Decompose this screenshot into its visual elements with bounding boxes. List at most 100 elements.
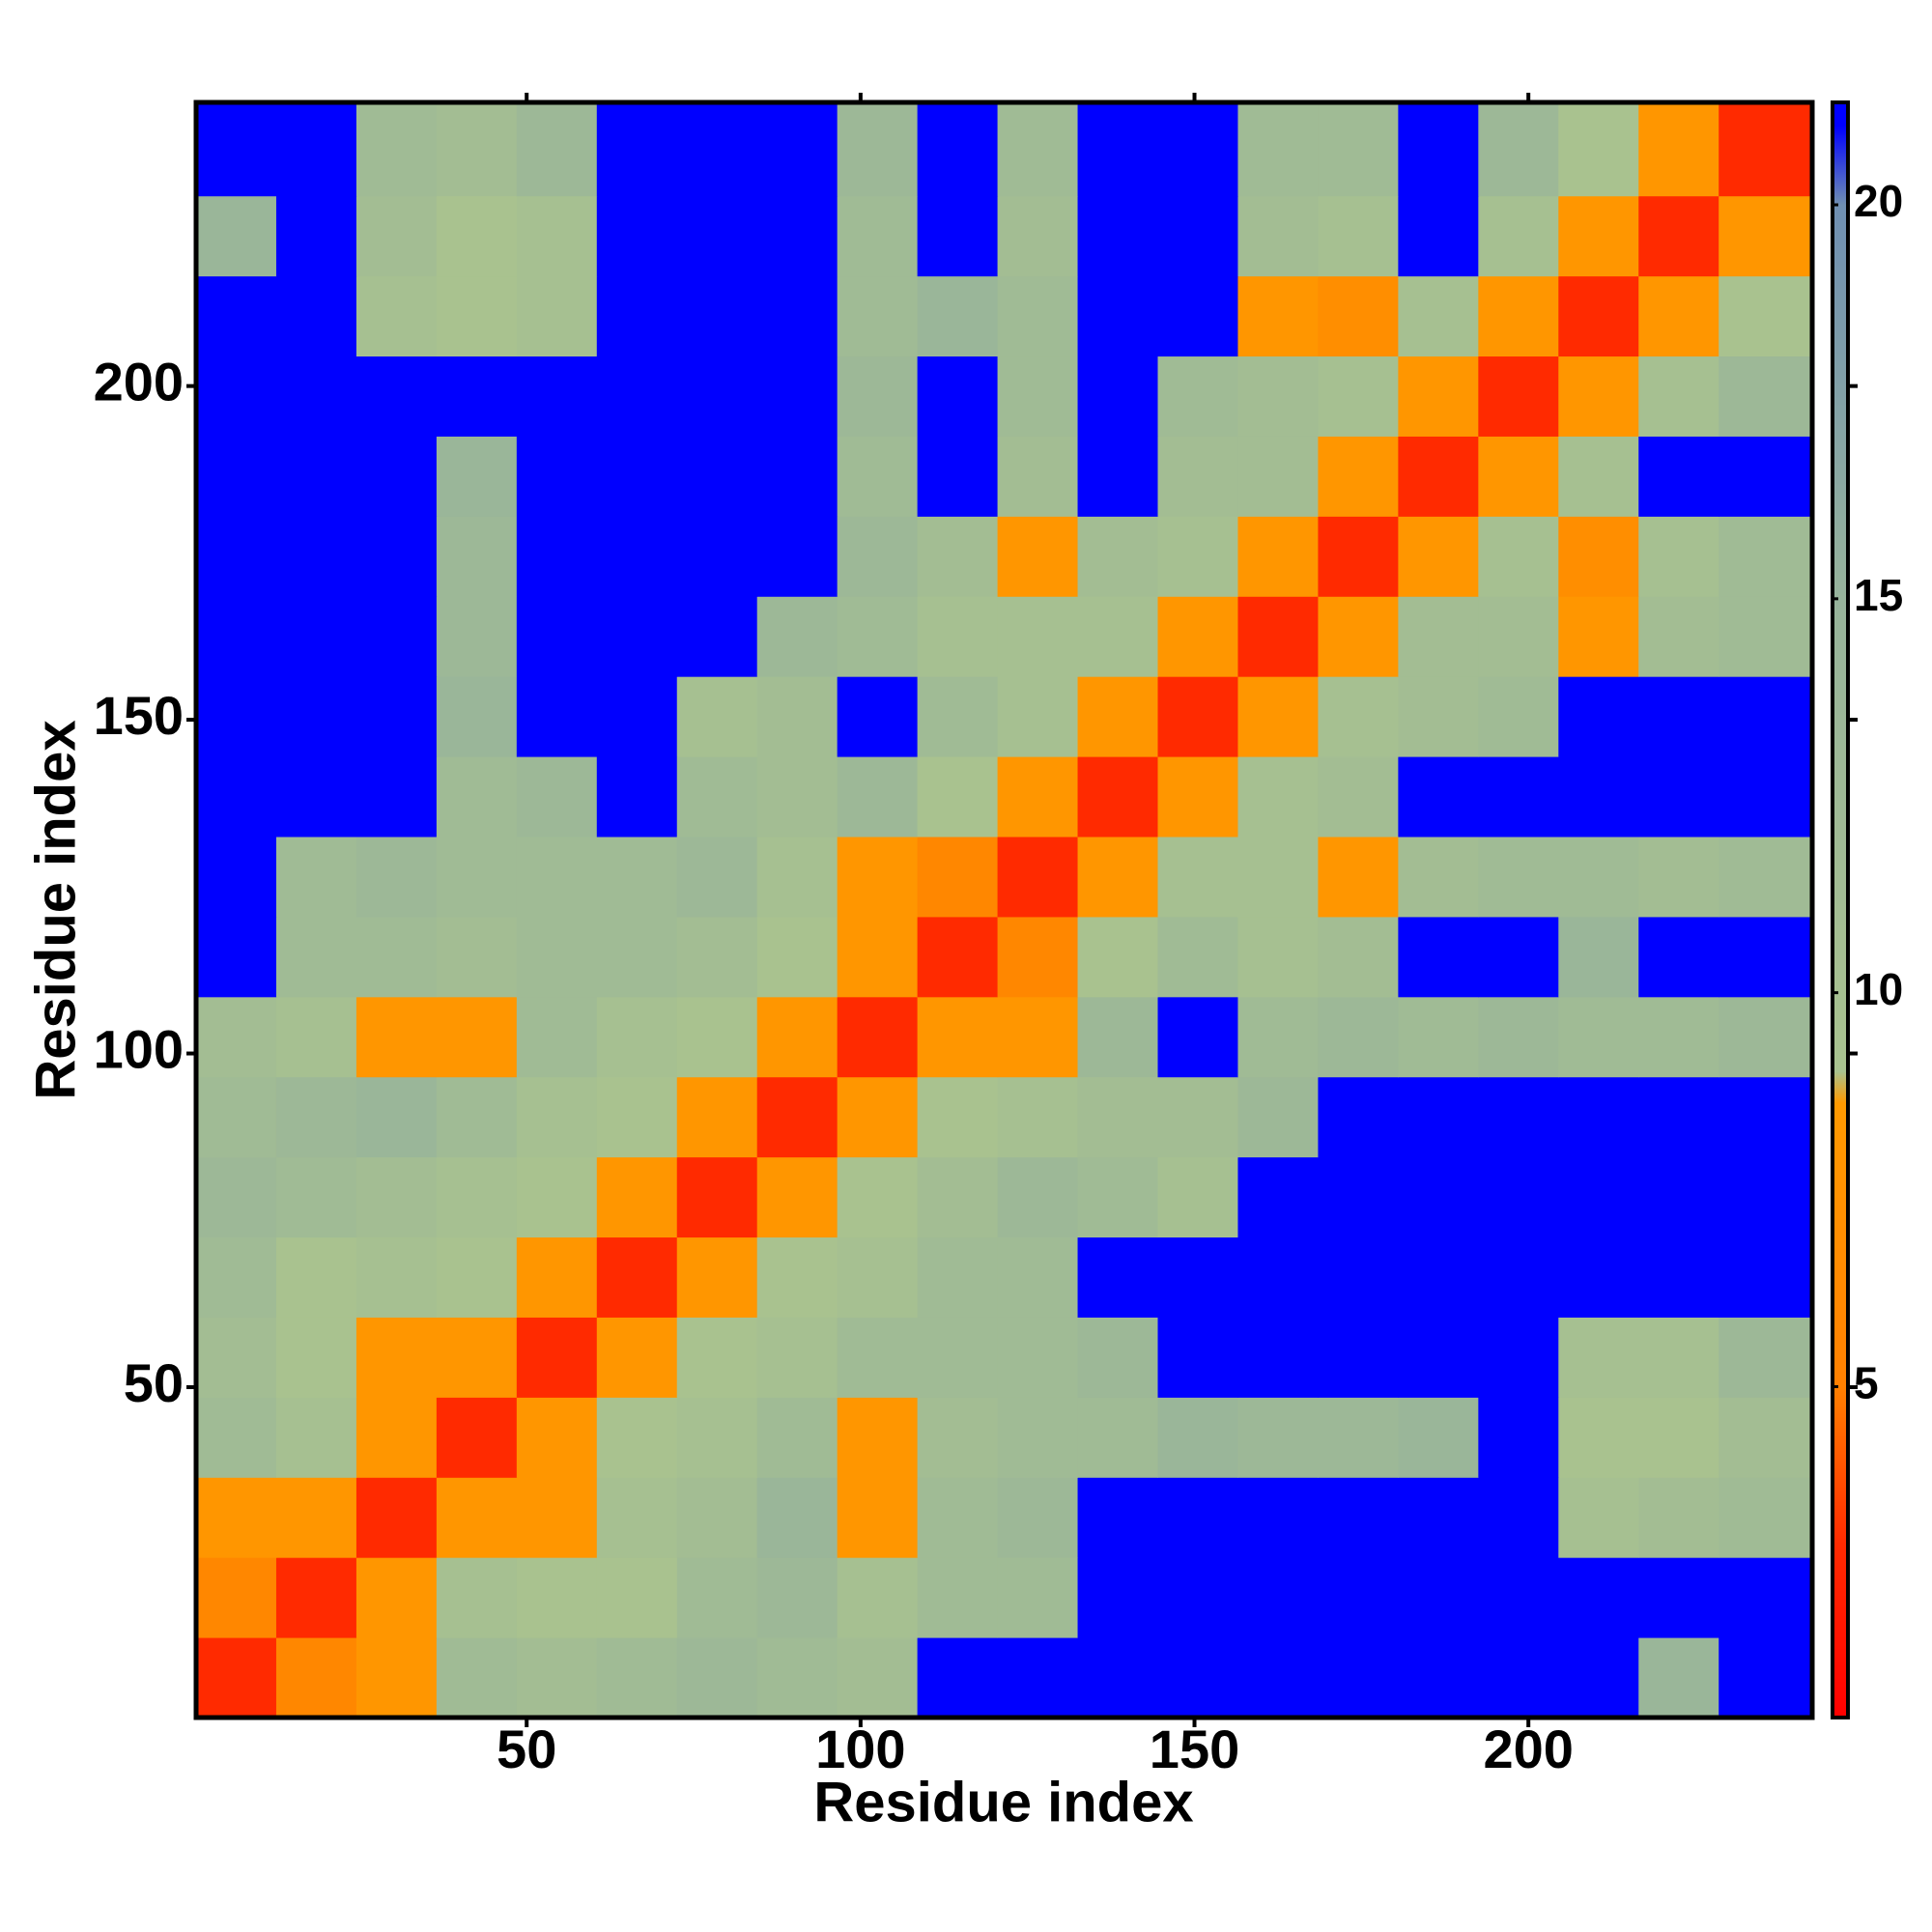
heatmap-cell (676, 195, 758, 277)
heatmap-cell (676, 996, 758, 1078)
heatmap-cell (1237, 436, 1319, 517)
heatmap-cell (1638, 756, 1719, 838)
heatmap-cell (275, 516, 357, 597)
heatmap-cell (997, 516, 1079, 597)
heatmap-cell (1719, 436, 1813, 517)
heatmap-cell (1638, 516, 1719, 597)
heatmap-cell (837, 195, 919, 277)
heatmap-cell (837, 355, 919, 437)
heatmap-cell (917, 436, 999, 517)
heatmap-cell (756, 355, 838, 437)
heatmap-cell (196, 916, 277, 998)
heatmap-cell (1398, 996, 1479, 1078)
heatmap-cell (1157, 102, 1238, 197)
heatmap-cell (917, 1477, 999, 1558)
heatmap-cell (1558, 102, 1639, 197)
heatmap-cell (1638, 275, 1719, 357)
heatmap-cell (1719, 516, 1813, 597)
heatmap-cell (1478, 596, 1559, 677)
heatmap-cell (1237, 756, 1319, 838)
heatmap-cell (196, 1317, 277, 1398)
heatmap-cell (1719, 596, 1813, 677)
heatmap-cell (1157, 275, 1238, 357)
heatmap-cell (1638, 596, 1719, 677)
heatmap-cell (997, 1076, 1079, 1158)
heatmap-cell (275, 837, 357, 918)
colorbar (1831, 100, 1850, 1719)
heatmap-cell (1077, 1477, 1159, 1558)
heatmap-cell (1478, 1156, 1559, 1238)
heatmap-cell (1077, 1557, 1159, 1638)
heatmap-cell (275, 436, 357, 517)
heatmap-cell (676, 1076, 758, 1158)
heatmap-cell (1719, 275, 1813, 357)
heatmap-cell (436, 1637, 518, 1719)
heatmap-cell (196, 676, 277, 757)
colorbar-tick-label: 5 (1854, 1358, 1879, 1408)
heatmap-cell (596, 1477, 678, 1558)
heatmap-cell (1157, 355, 1238, 437)
heatmap-cell (355, 676, 438, 757)
heatmap-cell (756, 596, 838, 677)
heatmap-cell (1719, 996, 1813, 1078)
heatmap-cell (1719, 1557, 1813, 1638)
heatmap-cell (1719, 837, 1813, 918)
heatmap-cell (1077, 996, 1159, 1078)
heatmap-cell (756, 516, 838, 597)
heatmap-cell (275, 1477, 357, 1558)
heatmap-cell (1077, 916, 1159, 998)
heatmap-cell (676, 1397, 758, 1478)
heatmap-cell (1719, 1397, 1813, 1478)
heatmap-cell (436, 1477, 518, 1558)
heatmap-cell (917, 916, 999, 998)
heatmap-cell (756, 1637, 838, 1719)
heatmap-cell (1077, 436, 1159, 517)
heatmap-cell (1237, 195, 1319, 277)
heatmap-cell (837, 1156, 919, 1238)
heatmap-cell (516, 1236, 598, 1318)
heatmap-cell (1318, 1397, 1399, 1478)
heatmap-cell (917, 756, 999, 838)
heatmap-cell (196, 102, 277, 197)
heatmap-cell (1077, 275, 1159, 357)
heatmap-cell (355, 756, 438, 838)
heatmap-cell (275, 195, 357, 277)
heatmap-cell (676, 916, 758, 998)
heatmap-cell (1237, 996, 1319, 1078)
heatmap-cell (917, 996, 999, 1078)
x-tick-label: 100 (815, 1719, 905, 1779)
heatmap-cell (1558, 1236, 1639, 1318)
heatmap-cell (596, 1557, 678, 1638)
heatmap-cell (596, 916, 678, 998)
heatmap-cell (1478, 275, 1559, 357)
heatmap-cell (997, 756, 1079, 838)
heatmap-cell (756, 1076, 838, 1158)
heatmap-cell (1077, 837, 1159, 918)
heatmap-cell (1237, 837, 1319, 918)
heatmap-cell (1077, 1397, 1159, 1478)
heatmap-cell (997, 916, 1079, 998)
heatmap-cell (436, 1557, 518, 1638)
heatmap-cell (196, 195, 277, 277)
x-axis-label: Residue index (813, 1771, 1193, 1833)
heatmap-cell (1318, 1637, 1399, 1719)
heatmap-cell (1157, 596, 1238, 677)
heatmap-cell (1318, 516, 1399, 597)
heatmap-cell (1398, 1557, 1479, 1638)
heatmap-cell (1478, 756, 1559, 838)
heatmap-cell (436, 837, 518, 918)
heatmap-cell (1157, 1236, 1238, 1318)
heatmap-cell (1318, 1557, 1399, 1638)
heatmap-cell (196, 516, 277, 597)
heatmap-cell (1558, 1557, 1639, 1638)
heatmap-cell (355, 1076, 438, 1158)
heatmap-cell (1398, 756, 1479, 838)
heatmap-cell (756, 756, 838, 838)
heatmap-cell (676, 1317, 758, 1398)
heatmap-cell (837, 916, 919, 998)
heatmap-cell (756, 195, 838, 277)
heatmap-cell (596, 1076, 678, 1158)
heatmap-cell (436, 596, 518, 677)
heatmap-cell (1318, 996, 1399, 1078)
heatmap-cell (1638, 1076, 1719, 1158)
